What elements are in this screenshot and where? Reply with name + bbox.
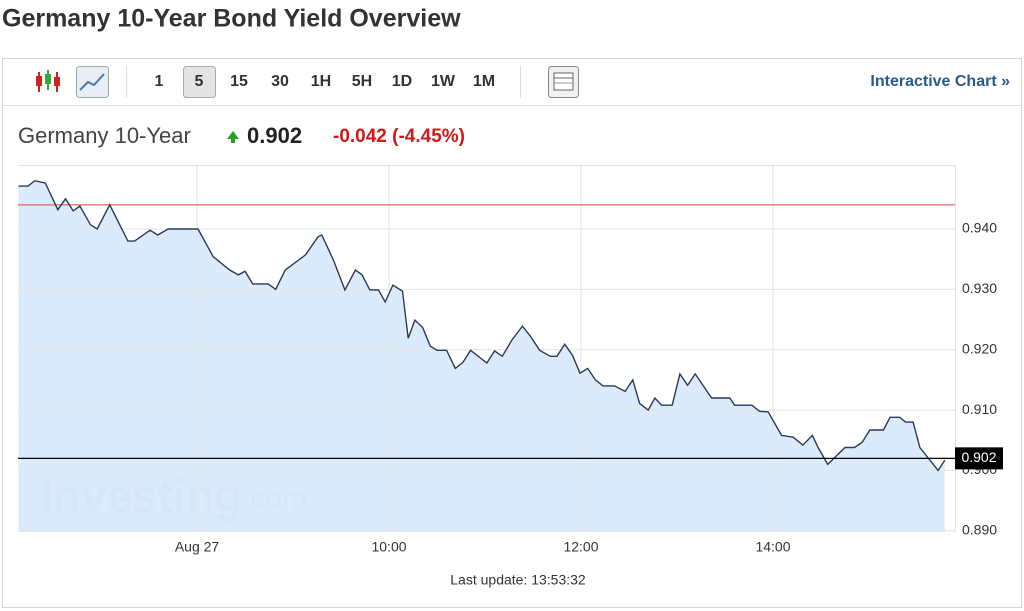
period-button[interactable]: 1H xyxy=(311,73,331,90)
period-button[interactable]: 30 xyxy=(271,73,289,90)
y-tick-label: 0.890 xyxy=(962,521,997,537)
line xyxy=(18,179,946,472)
last-update: Last update: 13:53:32 xyxy=(450,572,586,588)
quote-last: 0.902 xyxy=(247,123,302,148)
last-label-box xyxy=(955,447,1003,470)
quote-name: Germany 10-Year xyxy=(18,123,191,148)
period-selected xyxy=(183,66,216,98)
period-button[interactable]: 1W xyxy=(431,73,456,90)
period-button[interactable]: 15 xyxy=(230,73,248,90)
widget-frame xyxy=(2,58,1022,608)
period-button[interactable]: 5 xyxy=(195,73,204,90)
interactive-chart-link[interactable]: Interactive Chart » xyxy=(870,73,1010,90)
page-title: Germany 10-Year Bond Yield Overview xyxy=(2,5,461,33)
line-icon[interactable] xyxy=(76,66,109,98)
y-tick-label: 0.930 xyxy=(962,280,997,296)
y-tick-label: 0.910 xyxy=(962,401,997,417)
period-button[interactable]: 1M xyxy=(473,73,495,90)
y-tick-label: 0.920 xyxy=(962,340,997,356)
period-button[interactable]: 1D xyxy=(392,73,412,90)
up-arrow xyxy=(227,131,239,143)
x-tick-label: Aug 27 xyxy=(175,539,220,555)
x-tick-label: 10:00 xyxy=(371,539,406,555)
period-button[interactable]: 1 xyxy=(155,73,164,90)
period-button[interactable]: 5H xyxy=(352,73,372,90)
x-tick-label: 14:00 xyxy=(755,539,790,555)
y-tick-label: 0.940 xyxy=(962,220,997,236)
candle-icon[interactable] xyxy=(36,70,60,92)
last-label: 0.902 xyxy=(961,449,996,465)
x-tick-label: 12:00 xyxy=(563,539,598,555)
quote-change: -0.042 (-4.45%) xyxy=(333,126,465,147)
table-icon[interactable] xyxy=(548,66,579,98)
area-fill xyxy=(18,180,945,532)
